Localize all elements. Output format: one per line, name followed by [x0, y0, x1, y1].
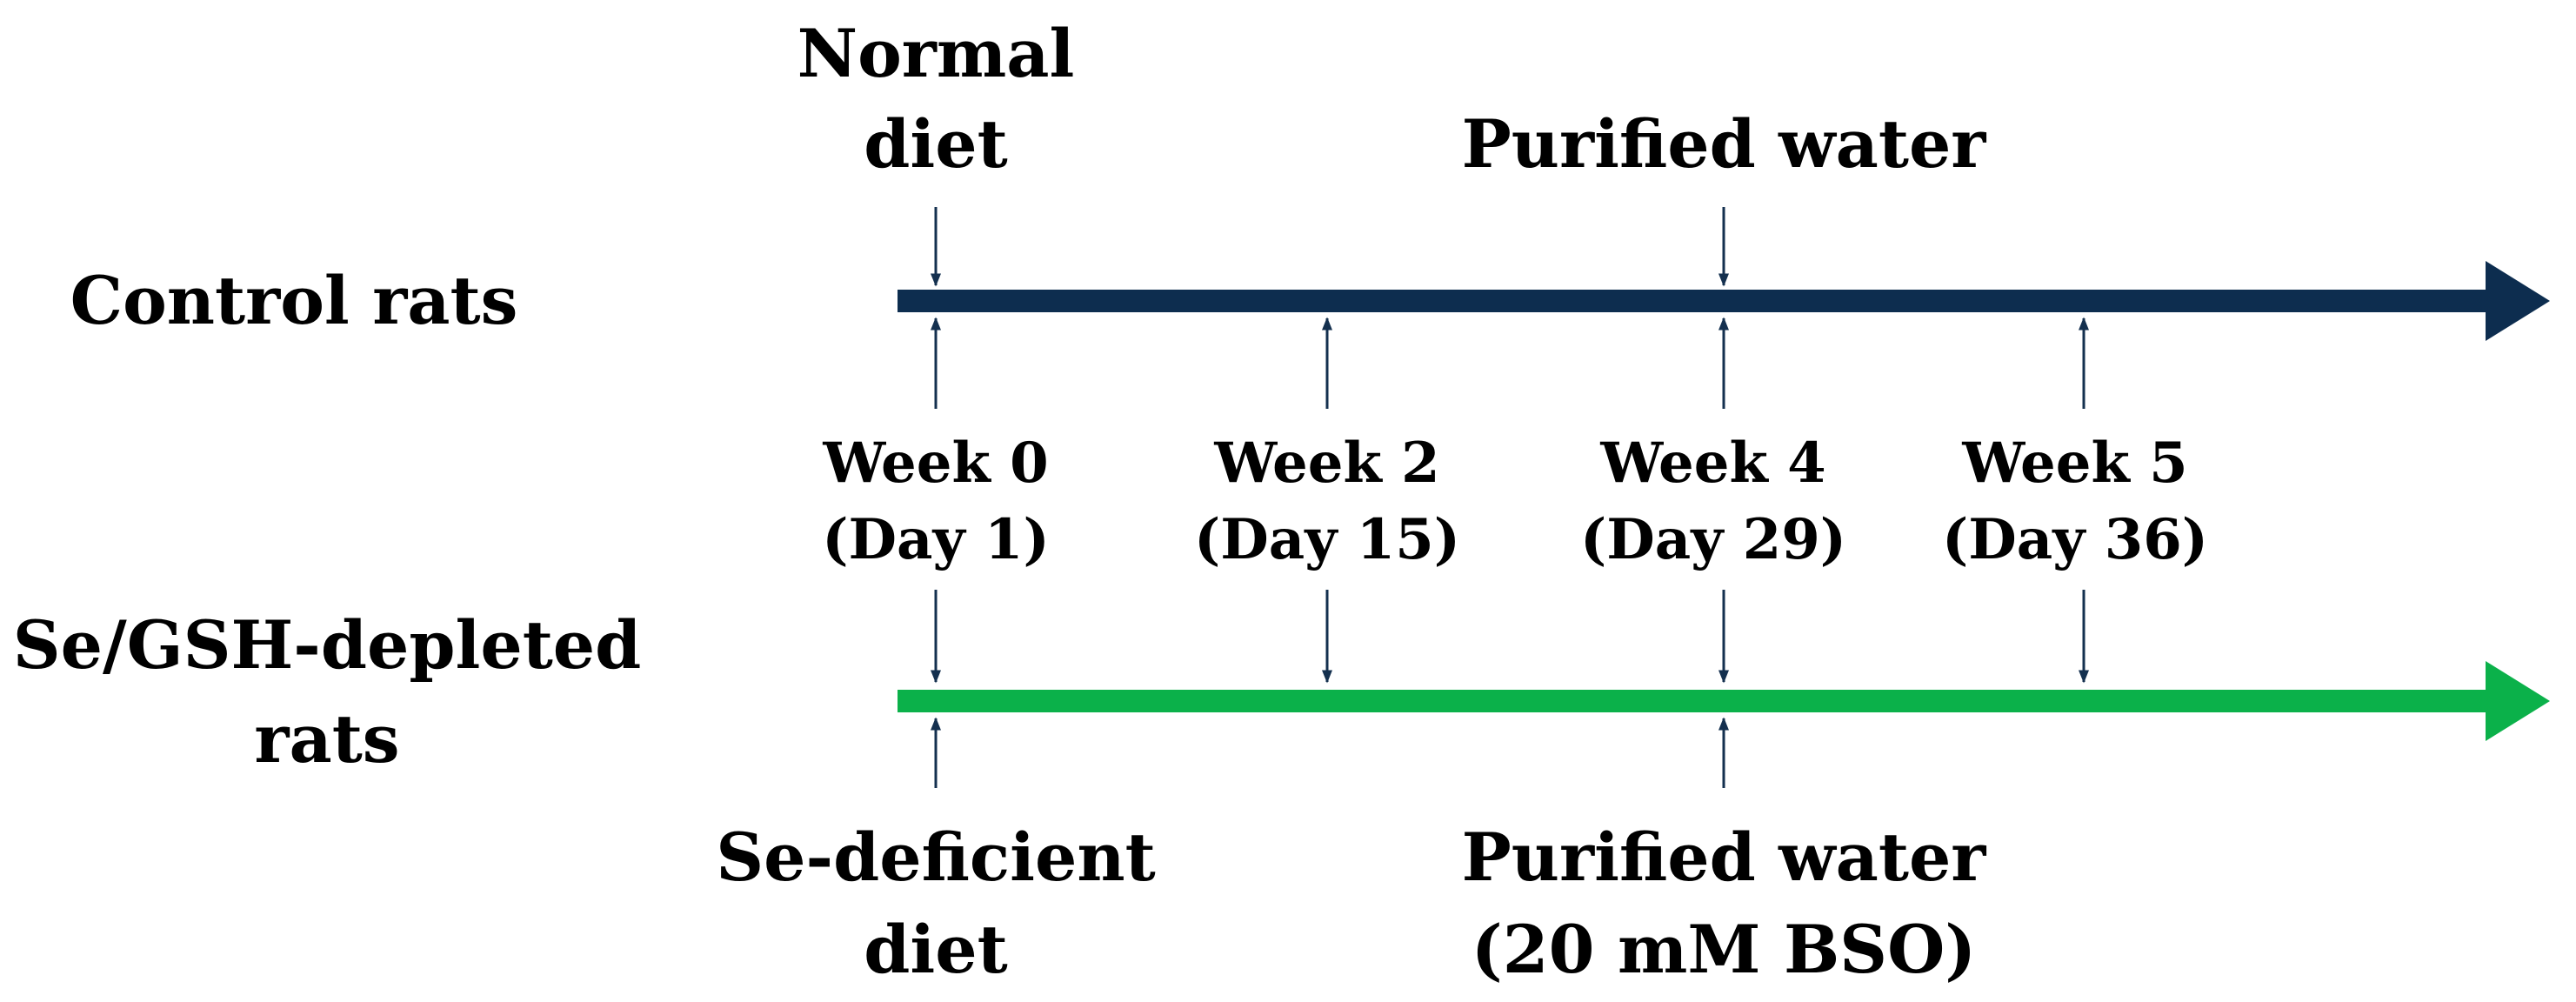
se-deficient-diet-label-line1: Se-deficient [716, 818, 1155, 896]
timepoint-day: (Day 1) [822, 507, 1050, 572]
timepoint-week: Week 4 [1599, 431, 1825, 496]
timepoint-day: (Day 29) [1580, 507, 1846, 572]
normal-diet-label-line1: Normal [797, 15, 1075, 92]
connector-arrows [931, 207, 2089, 788]
timepoint-day: (Day 36) [1942, 507, 2208, 572]
normal-diet-label-line2: diet [864, 105, 1007, 183]
timepoint-day: (Day 15) [1194, 507, 1460, 572]
timepoint-week: Week 0 [822, 431, 1048, 496]
depleted-group-label-line2: rats [254, 700, 399, 778]
control-group-label: Control rats [70, 262, 518, 339]
depleted-timeline-arrow [898, 661, 2550, 741]
timepoint-week: Week 2 [1213, 431, 1439, 496]
depleted-group-label-line1: Se/GSH-depleted [13, 606, 642, 684]
bso-water-label-line2: (20 mM BSO) [1472, 911, 1976, 988]
control-timeline-arrow [898, 261, 2550, 341]
purified-water-control-label: Purified water [1462, 105, 1987, 183]
timepoint-week: Week 5 [1961, 431, 2187, 496]
se-deficient-diet-label-line2: diet [864, 911, 1007, 988]
bso-water-label-line1: Purified water [1462, 818, 1987, 896]
